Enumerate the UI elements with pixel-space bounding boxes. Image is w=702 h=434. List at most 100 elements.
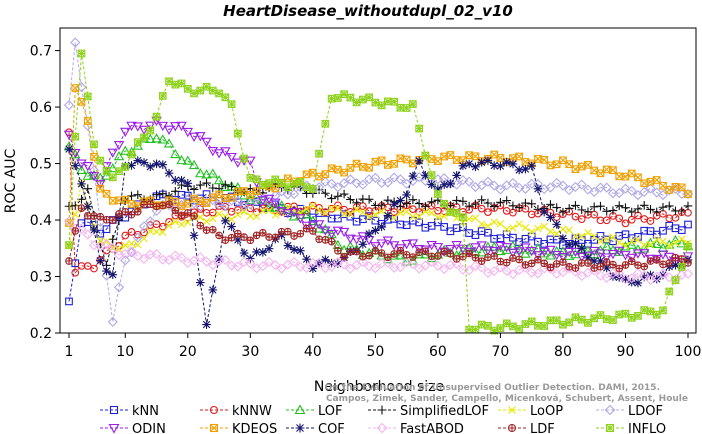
- data-point: [365, 93, 373, 102]
- data-point: [64, 144, 74, 154]
- data-point: [446, 179, 455, 189]
- data-point: [189, 231, 199, 240]
- legend-marker: [108, 423, 120, 434]
- data-point: [664, 272, 675, 283]
- data-point: [620, 241, 631, 251]
- data-point: [677, 255, 686, 263]
- data-point: [327, 237, 336, 246]
- data-point: [602, 165, 611, 174]
- data-point: [163, 125, 175, 135]
- data-point: [495, 241, 506, 252]
- data-point: [496, 161, 505, 171]
- data-point: [559, 258, 567, 266]
- data-point: [577, 243, 587, 253]
- data-point: [102, 237, 111, 246]
- data-point: [127, 200, 136, 208]
- data-point: [509, 208, 517, 217]
- data-point: [283, 174, 292, 183]
- data-point: [401, 240, 412, 250]
- legend-item-kNN: kNN: [100, 404, 159, 419]
- data-point: [171, 206, 180, 215]
- data-point: [214, 254, 224, 264]
- data-point: [140, 200, 148, 209]
- data-point: [182, 127, 194, 138]
- data-point: [264, 256, 275, 267]
- data-point: [138, 253, 150, 264]
- data-point: [658, 202, 668, 212]
- data-point: [601, 253, 612, 263]
- data-point: [682, 268, 694, 279]
- credit-line-1: Campos, Zimek, Sander, Campello, Micenko…: [326, 394, 688, 404]
- data-point: [482, 176, 493, 187]
- data-point: [308, 227, 317, 235]
- data-point: [115, 245, 123, 253]
- data-point: [452, 196, 461, 205]
- data-point: [208, 225, 217, 234]
- data-point: [596, 256, 605, 266]
- data-point: [432, 260, 443, 271]
- data-point: [415, 218, 423, 227]
- data-point: [402, 207, 411, 216]
- data-point: [521, 320, 530, 328]
- data-point: [634, 236, 642, 244]
- data-point: [620, 183, 631, 194]
- data-point: [546, 263, 555, 272]
- data-point: [627, 257, 636, 266]
- data-point: [314, 257, 325, 269]
- data-point: [126, 121, 137, 131]
- data-point: [651, 238, 662, 248]
- data-point: [301, 262, 312, 274]
- data-point: [265, 206, 273, 215]
- data-point: [332, 256, 343, 268]
- data-point: [334, 94, 342, 102]
- data-point: [88, 169, 100, 179]
- data-point: [415, 208, 423, 216]
- data-point: [138, 133, 150, 143]
- data-point: [201, 256, 212, 267]
- data-point: [678, 235, 686, 243]
- data-point: [645, 254, 656, 265]
- legend-item-LDOF: LDOF: [596, 404, 663, 419]
- data-point: [371, 246, 380, 255]
- data-point: [76, 164, 87, 174]
- data-point: [514, 203, 524, 212]
- data-point: [346, 247, 355, 256]
- data-point: [207, 168, 219, 178]
- data-point: [146, 126, 155, 135]
- data-point: [451, 179, 462, 190]
- data-point: [158, 222, 167, 231]
- data-point: [101, 162, 112, 172]
- data-point: [571, 313, 580, 322]
- data-point: [365, 213, 373, 221]
- data-point: [340, 210, 348, 218]
- plot-frame: [59, 27, 697, 334]
- data-point: [496, 234, 505, 243]
- data-point: [651, 187, 662, 198]
- data-point: [639, 201, 649, 210]
- data-point: [596, 311, 605, 319]
- data-point: [101, 170, 112, 180]
- data-point: [603, 235, 611, 243]
- data-point: [615, 214, 624, 223]
- data-point: [607, 249, 619, 260]
- data-point: [245, 258, 256, 269]
- data-point: [257, 196, 269, 206]
- data-point: [559, 156, 567, 165]
- data-point: [71, 210, 79, 218]
- data-point: [652, 255, 661, 264]
- data-point: [602, 263, 612, 273]
- data-point: [334, 165, 342, 174]
- data-point: [90, 152, 98, 161]
- data-point: [513, 247, 525, 257]
- data-point: [614, 268, 625, 279]
- data-point: [576, 252, 587, 263]
- data-point: [402, 250, 411, 259]
- data-point: [638, 249, 650, 259]
- legend-label: kNNW: [232, 404, 272, 419]
- data-point: [258, 228, 267, 237]
- data-point: [196, 205, 205, 213]
- data-point: [526, 267, 537, 278]
- data-point: [395, 250, 406, 260]
- data-point: [614, 187, 625, 199]
- series-LoOP: [65, 179, 692, 253]
